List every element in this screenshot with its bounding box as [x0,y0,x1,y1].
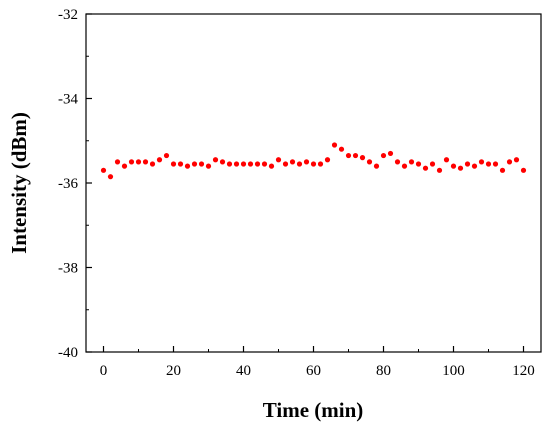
data-point [121,163,128,169]
x-tick-label: 20 [166,363,181,379]
data-point [212,157,219,163]
data-point [436,167,443,173]
y-tick-label: -38 [58,261,78,277]
data-point [303,159,310,165]
plot-frame [85,13,542,353]
data-point [324,157,331,163]
data-point [352,152,359,159]
data-point [450,163,457,169]
data-point [380,152,387,159]
data-point [219,159,226,165]
data-point [170,161,177,167]
data-point [114,159,121,165]
data-point [107,174,114,180]
data-point [415,161,422,167]
data-point [198,161,205,167]
data-point [394,159,401,165]
data-point [429,161,436,167]
data-point [408,159,415,165]
data-point [387,150,394,157]
data-point [345,152,352,159]
data-point [492,161,499,167]
x-tick-label: 100 [442,363,465,379]
data-point [254,161,261,167]
data-point [506,159,513,165]
x-tick-label: 120 [512,363,535,379]
x-tick-label: 0 [100,363,108,379]
data-point [156,157,163,163]
data-point [135,159,142,165]
data-point [261,161,268,167]
data-point [373,163,380,169]
x-axis: 0 20 40 60 80 100 120 [100,346,535,379]
data-point [513,157,520,163]
data-point [464,161,471,167]
data-point [317,161,324,167]
data-point [149,161,156,167]
data-point [359,155,366,161]
data-point [100,167,107,173]
data-point [485,161,492,167]
data-point [163,152,170,159]
data-point [331,142,338,148]
data-point [282,161,289,167]
y-tick-label: -32 [58,7,78,23]
x-axis-title: Time (min) [263,398,364,422]
data-point [142,159,149,165]
y-axis-title: Intensity (dBm) [7,112,31,254]
data-point [268,163,275,169]
x-tick-label: 80 [376,363,391,379]
data-point [443,157,450,163]
data-point [338,146,345,152]
data-point [205,163,212,169]
y-axis: -40 -38 -36 -34 -32 [58,7,92,361]
data-point [366,159,373,165]
data-point [310,161,317,167]
data-point [128,159,135,165]
data-point [457,165,464,171]
data-point [233,161,240,167]
data-point [422,165,429,171]
data-point [226,161,233,167]
y-tick-label: -40 [58,345,78,361]
data-point [247,161,254,167]
data-point [478,159,485,165]
data-point [177,161,184,167]
data-point [520,167,527,173]
data-point [471,163,478,169]
y-tick-label: -34 [58,92,78,108]
data-point [275,157,282,163]
y-tick-label: -36 [58,176,78,192]
data-point [296,161,303,167]
x-tick-label: 40 [236,363,251,379]
data-point [289,159,296,165]
data-point [240,161,247,167]
x-tick-label: 60 [306,363,321,379]
data-point [499,167,506,173]
data-point [184,163,191,169]
data-point [401,163,408,169]
data-point [191,161,198,167]
data-points [100,142,527,180]
